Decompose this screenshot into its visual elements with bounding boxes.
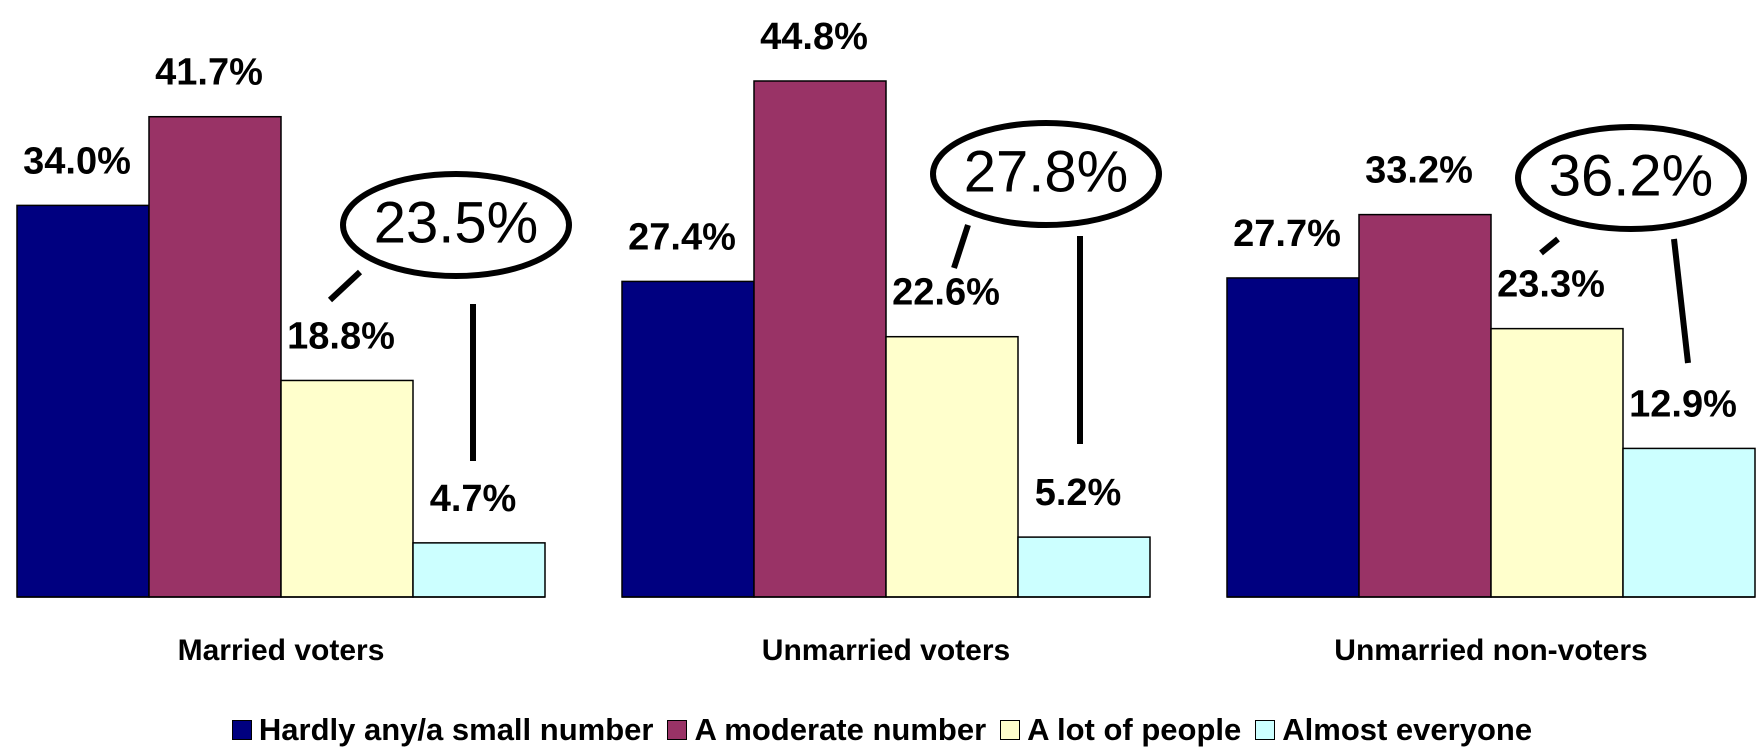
legend-item: Almost everyone — [1255, 712, 1532, 748]
value-label: 22.6% — [892, 272, 1000, 314]
chart: 34.0% 41.7% 18.8% 4.7% Married voters 23.5% 27… — [16, 16, 1756, 667]
annotation-ellipse — [1515, 124, 1747, 232]
legend-item: A moderate number — [667, 712, 986, 748]
legend-swatch — [1255, 720, 1276, 740]
connector — [1539, 236, 1560, 256]
annotation: 36.2% — [1549, 143, 1713, 208]
value-label: 41.7% — [155, 52, 263, 94]
value-label: 27.4% — [628, 216, 736, 258]
annotation: 23.5% — [374, 190, 538, 255]
x-tick-label: Unmarried non-voters — [1334, 634, 1647, 667]
legend-label: A lot of people — [1027, 712, 1242, 747]
bar — [148, 115, 282, 598]
bar — [1622, 447, 1756, 598]
value-label: 12.9% — [1629, 383, 1737, 425]
bar — [1226, 277, 1360, 598]
legend-swatch — [667, 720, 688, 740]
bar — [621, 280, 755, 598]
legend-label: A moderate number — [694, 712, 987, 747]
value-label: 5.2% — [1035, 472, 1122, 514]
value-label: 4.7% — [430, 478, 517, 520]
bar — [753, 80, 887, 598]
value-label: 23.3% — [1497, 264, 1605, 306]
annotation-ellipse — [340, 171, 572, 279]
bar — [16, 204, 150, 598]
annotation: 27.8% — [964, 139, 1128, 204]
bar — [1490, 327, 1624, 598]
connector — [1671, 238, 1691, 364]
value-label: 27.7% — [1233, 213, 1341, 255]
legend-label: Hardly any/a small number — [258, 712, 654, 747]
bar — [885, 335, 1019, 598]
bar — [1358, 213, 1492, 598]
annotation-ellipse — [930, 120, 1162, 228]
legend-item: Hardly any/a small number — [231, 712, 654, 748]
legend-swatch — [231, 720, 252, 740]
bar — [280, 379, 414, 598]
x-tick-label: Married voters — [178, 634, 385, 667]
value-label: 34.0% — [23, 140, 131, 182]
legend-label: Almost everyone — [1282, 712, 1533, 747]
legend-item: A lot of people — [1000, 712, 1241, 748]
value-label: 44.8% — [760, 16, 868, 58]
legend: Hardly any/a small number A moderate numb… — [0, 712, 1764, 748]
x-tick-label: Unmarried voters — [762, 634, 1010, 667]
annotation-connectors — [327, 224, 1691, 461]
bar — [412, 542, 546, 598]
value-label: 33.2% — [1365, 150, 1473, 192]
connector — [327, 269, 363, 303]
connector — [951, 224, 971, 269]
value-label: 18.8% — [287, 315, 395, 357]
bar — [1017, 536, 1151, 598]
legend-swatch — [1000, 720, 1021, 740]
